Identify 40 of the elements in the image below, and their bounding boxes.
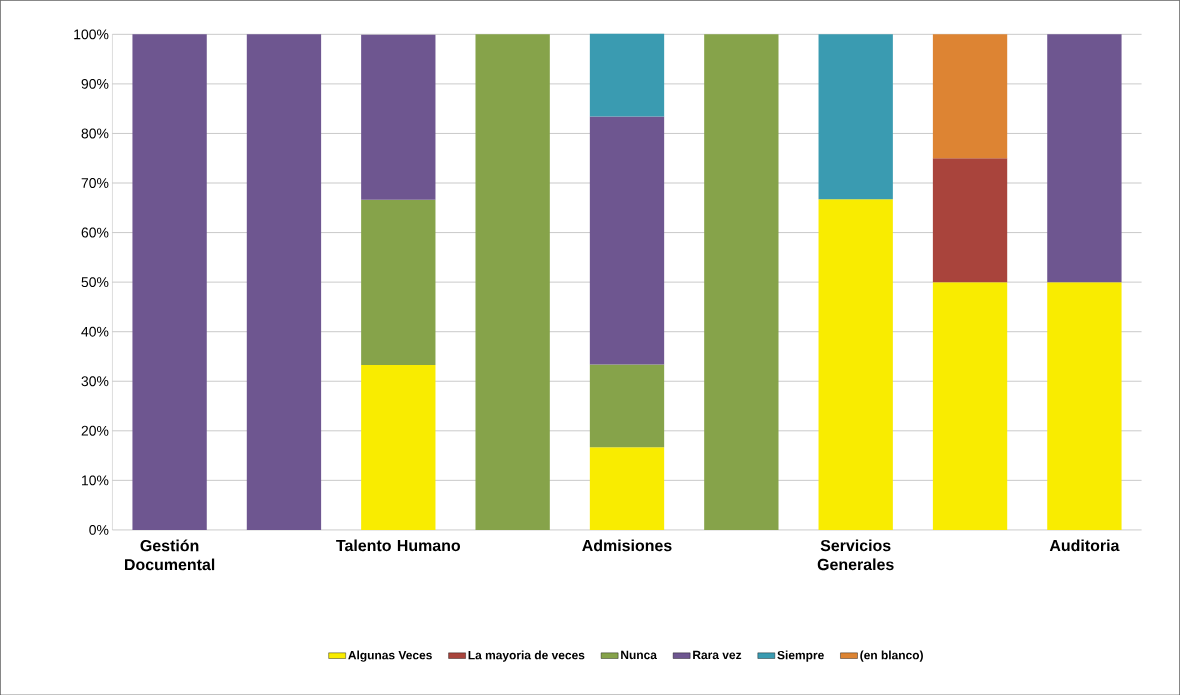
legend-label: Rara vez <box>693 650 742 659</box>
bar <box>361 199 436 365</box>
y-tick-label: 60% <box>81 227 109 238</box>
legend-label: (en blanco) <box>860 650 923 662</box>
x-tick-label: Gestión Documental <box>125 539 215 571</box>
x-tick-label: Admisiones <box>582 539 672 551</box>
y-tick-label: 30% <box>81 376 109 386</box>
bar <box>475 34 550 530</box>
bar <box>246 34 322 530</box>
x-tick-label: Servicios Generales <box>817 539 894 570</box>
bar <box>932 34 1008 159</box>
bar <box>932 281 1008 530</box>
legend-label: Siempre <box>777 650 824 662</box>
y-tick-label: 50% <box>81 276 109 287</box>
bar <box>589 364 665 447</box>
bar <box>361 34 436 200</box>
y-tick-label: 10% <box>82 475 109 486</box>
y-tick-label: 100% <box>74 29 109 40</box>
y-tick-label: 90% <box>81 78 109 89</box>
bar <box>818 199 893 530</box>
legend-label: Algunas Veces <box>348 650 432 662</box>
y-tick-label: 80% <box>81 128 109 139</box>
legend-label: La mayoria de veces <box>468 650 585 662</box>
bar <box>818 34 893 200</box>
y-tick-label: 40% <box>81 326 109 337</box>
legend-label: Nunca <box>621 650 657 659</box>
y-tick-label: 0% <box>89 524 109 535</box>
bar <box>1047 34 1122 282</box>
bar <box>132 34 207 530</box>
y-tick-label: 70% <box>81 177 109 188</box>
bar <box>589 446 665 530</box>
x-tick-label: Talento Humano <box>336 539 461 551</box>
bar <box>1047 281 1122 530</box>
bar <box>932 158 1008 282</box>
x-tick-label: Auditoria <box>1049 539 1120 551</box>
bar <box>361 364 436 530</box>
y-tick-label: 20% <box>81 425 109 436</box>
bar <box>589 116 665 365</box>
bar <box>704 34 779 530</box>
bar <box>589 33 665 117</box>
